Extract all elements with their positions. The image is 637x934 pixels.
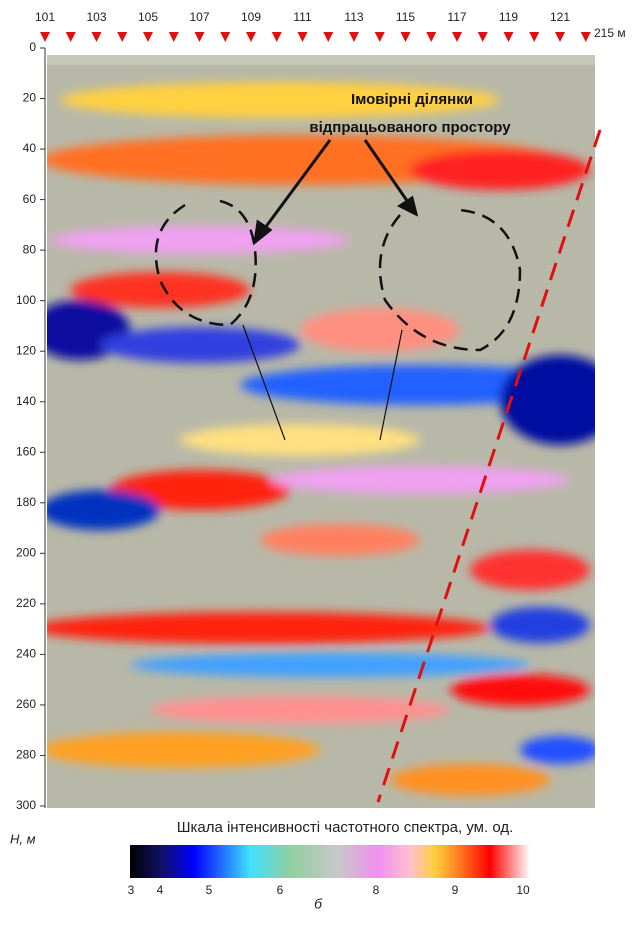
picket-marker: [92, 32, 102, 42]
depth-tick-label: 80: [23, 242, 37, 256]
depth-tick-label: 40: [23, 141, 37, 155]
colorbar-tick-label: 10: [516, 883, 530, 897]
picket-marker: [401, 32, 411, 42]
picket-label: 105: [138, 10, 158, 24]
picket-label: 113: [344, 10, 363, 24]
picket-marker: [478, 32, 488, 42]
annotation: Імовірні ділянки: [351, 91, 473, 108]
depth-tick-label: 280: [16, 748, 36, 762]
depth-tick-label: 240: [16, 647, 36, 661]
picket-marker: [66, 32, 76, 42]
colorbar-tick-label: 6: [277, 883, 284, 897]
depth-tick-label: 100: [16, 293, 36, 307]
colorbar-tick-label: 3: [128, 883, 135, 897]
picket-marker: [323, 32, 333, 42]
picket-label: 111: [293, 10, 312, 24]
picket-marker: [529, 32, 539, 42]
picket-label: 119: [499, 10, 518, 24]
picket-label: 121: [550, 10, 570, 24]
picket-marker: [40, 32, 50, 42]
picket-marker: [117, 32, 127, 42]
depth-tick-label: 260: [16, 697, 36, 711]
picket-marker: [195, 32, 205, 42]
annotation: відпрацьованого простору: [309, 119, 511, 136]
picket-label: 101: [35, 10, 55, 24]
picket-marker: [298, 32, 308, 42]
depth-tick-label: 180: [16, 495, 36, 509]
depth-tick-label: 220: [16, 596, 36, 610]
caption: б: [314, 896, 323, 912]
figure: Імовірні ділянки відпрацьованого простор…: [0, 0, 637, 934]
colorbar-tick-label: 4: [157, 883, 164, 897]
picket-marker: [555, 32, 565, 42]
picket-label: 103: [86, 10, 106, 24]
picket-marker: [426, 32, 436, 42]
colorbar-tick-label: 5: [206, 883, 213, 897]
picket-label: 115: [396, 10, 415, 24]
colorbar-title: Шкала інтенсивності частотного спектра, …: [177, 819, 514, 836]
picket-marker: [375, 32, 385, 42]
picket-label: 107: [189, 10, 209, 24]
picket-marker: [169, 32, 179, 42]
depth-tick-label: 20: [23, 91, 37, 105]
section-image: [30, 55, 620, 808]
depth-tick-label: 300: [16, 798, 36, 812]
picket-marker: [581, 32, 591, 42]
depth-tick-label: 0: [29, 40, 36, 54]
picket-marker: [452, 32, 462, 42]
picket-marker: [143, 32, 153, 42]
picket-marker: [349, 32, 359, 42]
depth-axis-title: H, м: [10, 831, 36, 846]
picket-marker: [220, 32, 230, 42]
colorbar-tick-label: 8: [373, 883, 380, 897]
depth-tick-label: 160: [16, 444, 36, 458]
picket-label: 117: [447, 10, 466, 24]
picket-label: 109: [241, 10, 261, 24]
depth-tick-label: 200: [16, 546, 36, 560]
depth-tick-label: 60: [23, 192, 37, 206]
picket-marker: [246, 32, 256, 42]
profile-end-label: 215 м: [594, 26, 626, 40]
picket-marker: [504, 32, 514, 42]
picket-marker: [272, 32, 282, 42]
colorbar: [130, 845, 530, 878]
depth-tick-label: 120: [16, 343, 36, 357]
depth-tick-label: 140: [16, 394, 36, 408]
colorbar-tick-label: 9: [452, 883, 459, 897]
